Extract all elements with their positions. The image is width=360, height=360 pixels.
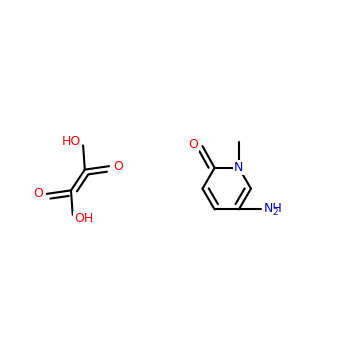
Text: HO: HO: [62, 135, 81, 148]
Text: O: O: [113, 159, 123, 173]
Text: OH: OH: [75, 212, 94, 225]
Text: O: O: [33, 187, 43, 201]
Text: O: O: [188, 138, 198, 151]
Text: N: N: [234, 161, 243, 174]
Text: NH: NH: [264, 202, 283, 215]
Text: 2: 2: [273, 208, 278, 217]
